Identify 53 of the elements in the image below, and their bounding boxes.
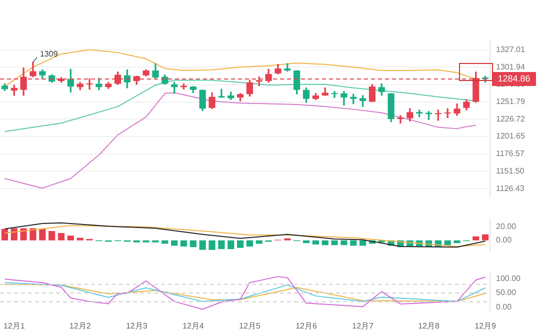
x-tick-label: 12月8 xyxy=(418,321,440,330)
bar xyxy=(48,230,56,240)
x-tick-label: 12月9 xyxy=(474,321,497,330)
bar xyxy=(444,240,451,246)
bar xyxy=(312,240,319,244)
x-tick-label: 12月5 xyxy=(239,321,261,330)
y-tick-label: 0.00 xyxy=(496,302,512,312)
bar xyxy=(302,240,310,244)
y-tick-label: 1126.43 xyxy=(496,184,525,193)
bar xyxy=(58,232,65,240)
bar xyxy=(39,228,46,240)
annotation: 1309 xyxy=(40,49,58,58)
bar xyxy=(208,240,216,250)
y-tick-label: 100.00 xyxy=(496,274,522,283)
y-tick-label: 1301.94 xyxy=(496,62,526,72)
bar xyxy=(350,240,357,246)
x-tick-label: 12月4 xyxy=(182,321,204,330)
y-tick-label: 1151.50 xyxy=(496,166,525,176)
bar xyxy=(246,240,254,246)
x-tick-label: 12月6 xyxy=(296,321,318,330)
y-tick-label: 1226.72 xyxy=(496,114,526,124)
bar xyxy=(171,240,178,246)
bar xyxy=(218,240,225,250)
y-tick-label: 1201.65 xyxy=(496,132,526,141)
bar xyxy=(472,236,480,240)
bar xyxy=(454,240,460,244)
bar xyxy=(199,240,206,250)
y-tick-label: 0.00 xyxy=(496,236,512,245)
x-tick-label: 12月3 xyxy=(126,321,148,330)
bar xyxy=(228,240,234,250)
bar xyxy=(482,234,489,240)
y-tick-label: 1176.57 xyxy=(496,149,525,158)
bar xyxy=(331,240,338,246)
bar xyxy=(76,238,84,240)
bar xyxy=(67,236,74,240)
bar xyxy=(236,240,244,248)
ref-line-label: 1284.86 xyxy=(498,73,530,84)
bar xyxy=(1,228,8,240)
bar xyxy=(322,240,328,246)
x-tick-label: 12月1 xyxy=(3,321,26,330)
y-tick-label: 1251.79 xyxy=(496,97,526,106)
x-tick-label: 12月2 xyxy=(69,321,92,330)
bar xyxy=(359,240,366,246)
bar xyxy=(30,228,36,240)
x-tick-label: 12月7 xyxy=(352,321,374,330)
y-tick-label: 50.00 xyxy=(496,288,517,298)
bar xyxy=(162,240,168,244)
bar xyxy=(256,240,262,244)
bar xyxy=(190,240,196,248)
y-tick-label: 20.00 xyxy=(496,222,517,232)
y-tick-label: 1327.01 xyxy=(496,44,526,54)
bar xyxy=(340,240,348,246)
bar xyxy=(180,240,188,246)
